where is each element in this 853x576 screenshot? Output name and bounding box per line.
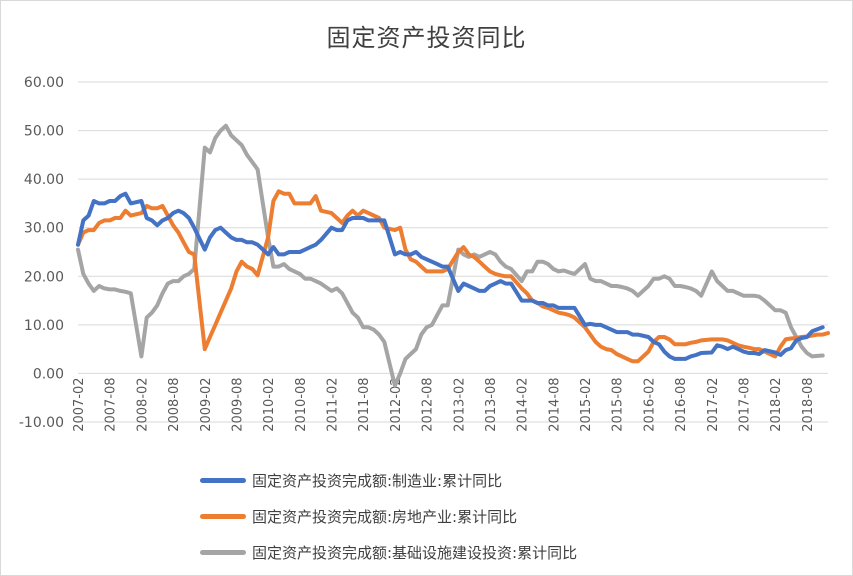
x-tick-label: 2013-02 xyxy=(452,377,467,431)
x-tick-label: 2009-08 xyxy=(230,377,245,431)
series-lines xyxy=(76,123,830,388)
legend-item-real-estate: 固定资产投资完成额:房地产业:累计同比 xyxy=(200,498,577,534)
x-tick-label: 2012-08 xyxy=(421,377,436,431)
legend-swatch-manufacturing xyxy=(200,477,246,483)
series-line-infrastructure xyxy=(76,123,825,388)
x-tick-label: 2011-02 xyxy=(326,377,341,431)
legend-label-infrastructure: 固定资产投资完成额:基础设施建设投资:累计同比 xyxy=(252,543,578,562)
legend-swatch-real-estate xyxy=(200,513,246,519)
series-line-manufacturing xyxy=(76,191,825,361)
y-tick-label: -10.00 xyxy=(19,415,64,431)
x-tick-label: 2009-02 xyxy=(199,377,214,431)
x-tick-label: 2016-02 xyxy=(642,377,657,431)
x-tick-label: 2010-08 xyxy=(294,377,309,431)
x-tick-label: 2015-08 xyxy=(611,377,626,431)
y-tick-label: 0.00 xyxy=(33,366,64,382)
legend-label-real-estate: 固定资产投资完成额:房地产业:累计同比 xyxy=(252,507,518,526)
y-tick-label: 50.00 xyxy=(24,124,64,140)
x-tick-label: 2015-02 xyxy=(579,377,594,431)
x-tick-label: 2018-02 xyxy=(769,377,784,431)
y-tick-label: 60.00 xyxy=(24,75,64,91)
x-tick-label: 2007-08 xyxy=(104,377,119,431)
x-axis-tick-labels: 2007-02 2007-08 2008-02 2008-08 2009-02 2009-… xyxy=(72,377,816,431)
x-tick-label: 2018-08 xyxy=(801,377,816,431)
x-tick-label: 2017-02 xyxy=(706,377,721,431)
y-tick-label: 30.00 xyxy=(24,221,64,237)
legend-swatch-infrastructure xyxy=(200,549,246,555)
x-tick-label: 2008-02 xyxy=(135,377,150,431)
x-tick-label: 2013-08 xyxy=(484,377,499,431)
y-tick-label: 20.00 xyxy=(24,269,64,285)
legend: 固定资产投资完成额:制造业:累计同比 固定资产投资完成额:房地产业:累计同比 固… xyxy=(200,462,577,570)
legend-item-manufacturing: 固定资产投资完成额:制造业:累计同比 xyxy=(200,462,577,498)
series-line-real-estate xyxy=(76,189,830,364)
x-tick-label: 2011-08 xyxy=(357,377,372,431)
chart-title: 固定资产投资同比 xyxy=(326,24,527,52)
x-tick-label: 2014-02 xyxy=(516,377,531,431)
y-tick-label: 10.00 xyxy=(24,318,64,334)
x-tick-label: 2016-08 xyxy=(674,377,689,431)
x-tick-label: 2010-02 xyxy=(262,377,277,431)
x-tick-label: 2017-08 xyxy=(737,377,752,431)
x-tick-label: 2008-08 xyxy=(167,377,182,431)
legend-label-manufacturing: 固定资产投资完成额:制造业:累计同比 xyxy=(252,471,503,490)
y-axis-tick-labels: -10.00 0.00 10.00 20.00 30.00 40.00 50.00 60.00 xyxy=(19,75,64,431)
x-tick-label: 2014-08 xyxy=(547,377,562,431)
y-tick-label: 40.00 xyxy=(24,172,64,188)
legend-item-infrastructure: 固定资产投资完成额:基础设施建设投资:累计同比 xyxy=(200,534,577,570)
x-tick-label: 2007-02 xyxy=(72,377,87,431)
x-tick-label: 2012-02 xyxy=(389,377,404,431)
